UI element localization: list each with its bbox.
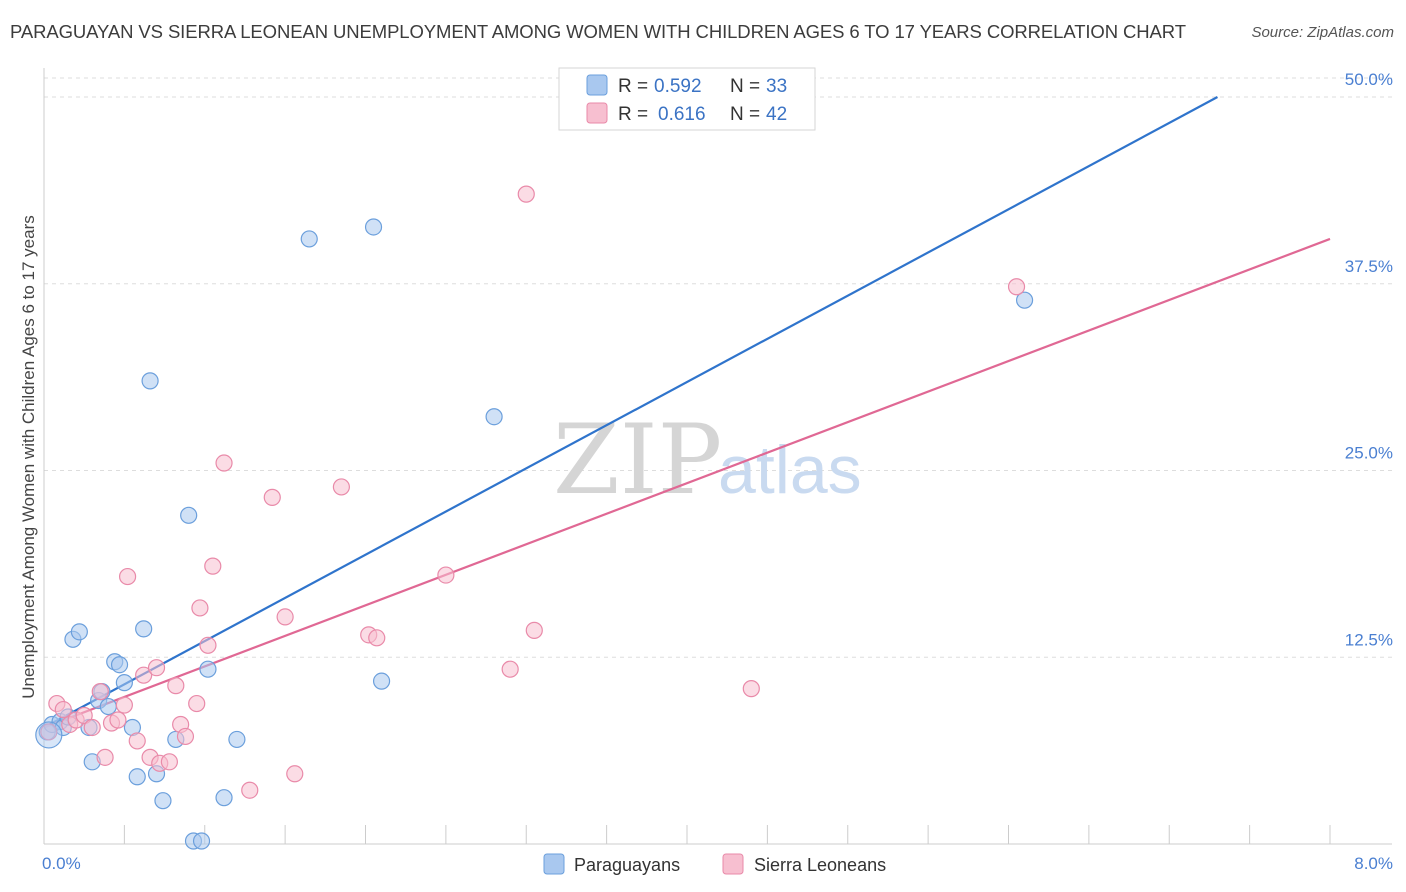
sierra-leoneans-point: [91, 683, 109, 701]
legend-n-label-2: N =: [730, 104, 765, 125]
sierra-leoneans-trend-line: [43, 237, 1331, 729]
legend-n-label-1: N =: [730, 76, 765, 97]
y-tick-label: 25.0%: [1345, 444, 1393, 463]
sierra-leoneans-point: [160, 753, 178, 771]
paraguayans-point: [115, 674, 133, 692]
sierra-leoneans-point: [83, 718, 101, 737]
correlation-legend: R = 0.592 N = 33 R = 0.616 N = 42: [558, 67, 816, 131]
bottom-legend-label-sierra-leoneans: Sierra Leoneans: [754, 855, 886, 875]
paraguayans-point: [192, 832, 211, 850]
y-tick-label: 12.5%: [1345, 630, 1393, 649]
paraguayans-point: [1015, 291, 1034, 309]
sierra-leoneans-point: [109, 711, 127, 729]
legend-swatch-paraguayans: [586, 74, 608, 96]
sierra-leoneans-point: [276, 608, 294, 626]
legend-swatch-sierra-leoneans: [586, 102, 608, 124]
sierra-leoneans-point: [263, 488, 281, 506]
paraguayans-point: [128, 768, 146, 786]
paraguayans-point: [135, 620, 153, 638]
sierra-leoneans-point: [742, 680, 760, 698]
sierra-leoneans-point: [286, 765, 304, 783]
watermark-zip: ZIP: [553, 404, 722, 516]
bottom-legend-label-paraguayans: Paraguayans: [574, 855, 680, 875]
paraguayans-trend-line: [43, 96, 1218, 729]
watermark: ZIP atlas: [553, 404, 862, 516]
sierra-leoneans-point: [332, 478, 350, 496]
legend-r-label-1: R =: [618, 76, 653, 97]
sierra-leoneans-point: [188, 694, 206, 713]
chart-title: PARAGUAYAN VS SIERRA LEONEAN UNEMPLOYMEN…: [10, 21, 1186, 42]
x-tick-label-min: 0.0%: [42, 854, 81, 873]
sierra-leoneans-point: [75, 706, 93, 725]
paraguayans-point: [180, 506, 198, 524]
legend-r-value-1: 0.592: [654, 76, 702, 97]
paraguayans-point: [99, 697, 117, 716]
sierra-leoneans-point: [191, 599, 209, 617]
trend-lines: [43, 96, 1331, 729]
sierra-leoneans-point: [517, 185, 535, 203]
chart-source: Source: ZipAtlas.com: [1251, 24, 1394, 41]
sierra-leoneans-point: [176, 727, 195, 746]
sierra-leoneans-point: [437, 566, 455, 584]
paraguayans-point: [215, 789, 233, 807]
sierra-leoneans-point: [54, 700, 72, 719]
sierra-leoneans-point: [199, 636, 217, 654]
sierra-leoneans-point: [167, 677, 185, 695]
sierra-leoneans-point: [118, 567, 137, 586]
paraguayans-point: [364, 218, 383, 236]
legend-n-value-2: 42: [766, 104, 787, 125]
data-points: [35, 185, 1034, 850]
sierra-leoneans-point: [368, 629, 386, 647]
sierra-leoneans-point: [96, 748, 114, 766]
sierra-leoneans-point: [147, 659, 166, 677]
sierra-leoneans-point: [241, 781, 259, 799]
legend-n-value-1: 33: [766, 76, 787, 97]
sierra-leoneans-point: [128, 732, 146, 750]
bottom-legend-swatch-paraguayans: [543, 853, 565, 875]
paraguayans-point: [300, 230, 318, 248]
paraguayans-point: [70, 623, 88, 641]
sierra-leoneans-point: [40, 723, 58, 741]
paraguayans-point: [154, 792, 172, 810]
sierra-leoneans-point: [1007, 278, 1026, 296]
legend-row-2: R = 0.616 N = 42: [618, 104, 787, 125]
grid-lines: [44, 77, 1392, 658]
paraguayans-point: [228, 730, 246, 749]
sierra-leoneans-point: [215, 454, 233, 472]
sierra-leoneans-point: [525, 621, 543, 639]
sierra-leoneans-point: [135, 666, 153, 684]
paraguayans-point: [485, 408, 503, 426]
paraguayans-point: [35, 721, 63, 749]
y-tick-label: 37.5%: [1345, 257, 1393, 276]
series-legend: Paraguayans Sierra Leoneans: [543, 853, 886, 875]
x-tick-label-max: 8.0%: [1354, 854, 1393, 873]
bottom-legend-swatch-sierra-leoneans: [722, 853, 744, 875]
sierra-leoneans-point: [501, 660, 519, 678]
paraguayans-point: [110, 656, 129, 674]
paraguayans-point: [372, 672, 391, 690]
legend-row-1: R = 0.592 N = 33: [618, 76, 787, 97]
legend-r-label-2: R =: [618, 104, 653, 125]
paraguayans-point: [199, 660, 217, 678]
sierra-leoneans-point: [204, 557, 222, 575]
sierra-leoneans-point: [115, 696, 133, 714]
legend-r-value-2: 0.616: [658, 104, 706, 125]
y-tick-label: 50.0%: [1345, 70, 1393, 89]
y-axis-label: Unemployment Among Women with Children A…: [19, 215, 38, 699]
paraguayans-point: [141, 372, 159, 390]
